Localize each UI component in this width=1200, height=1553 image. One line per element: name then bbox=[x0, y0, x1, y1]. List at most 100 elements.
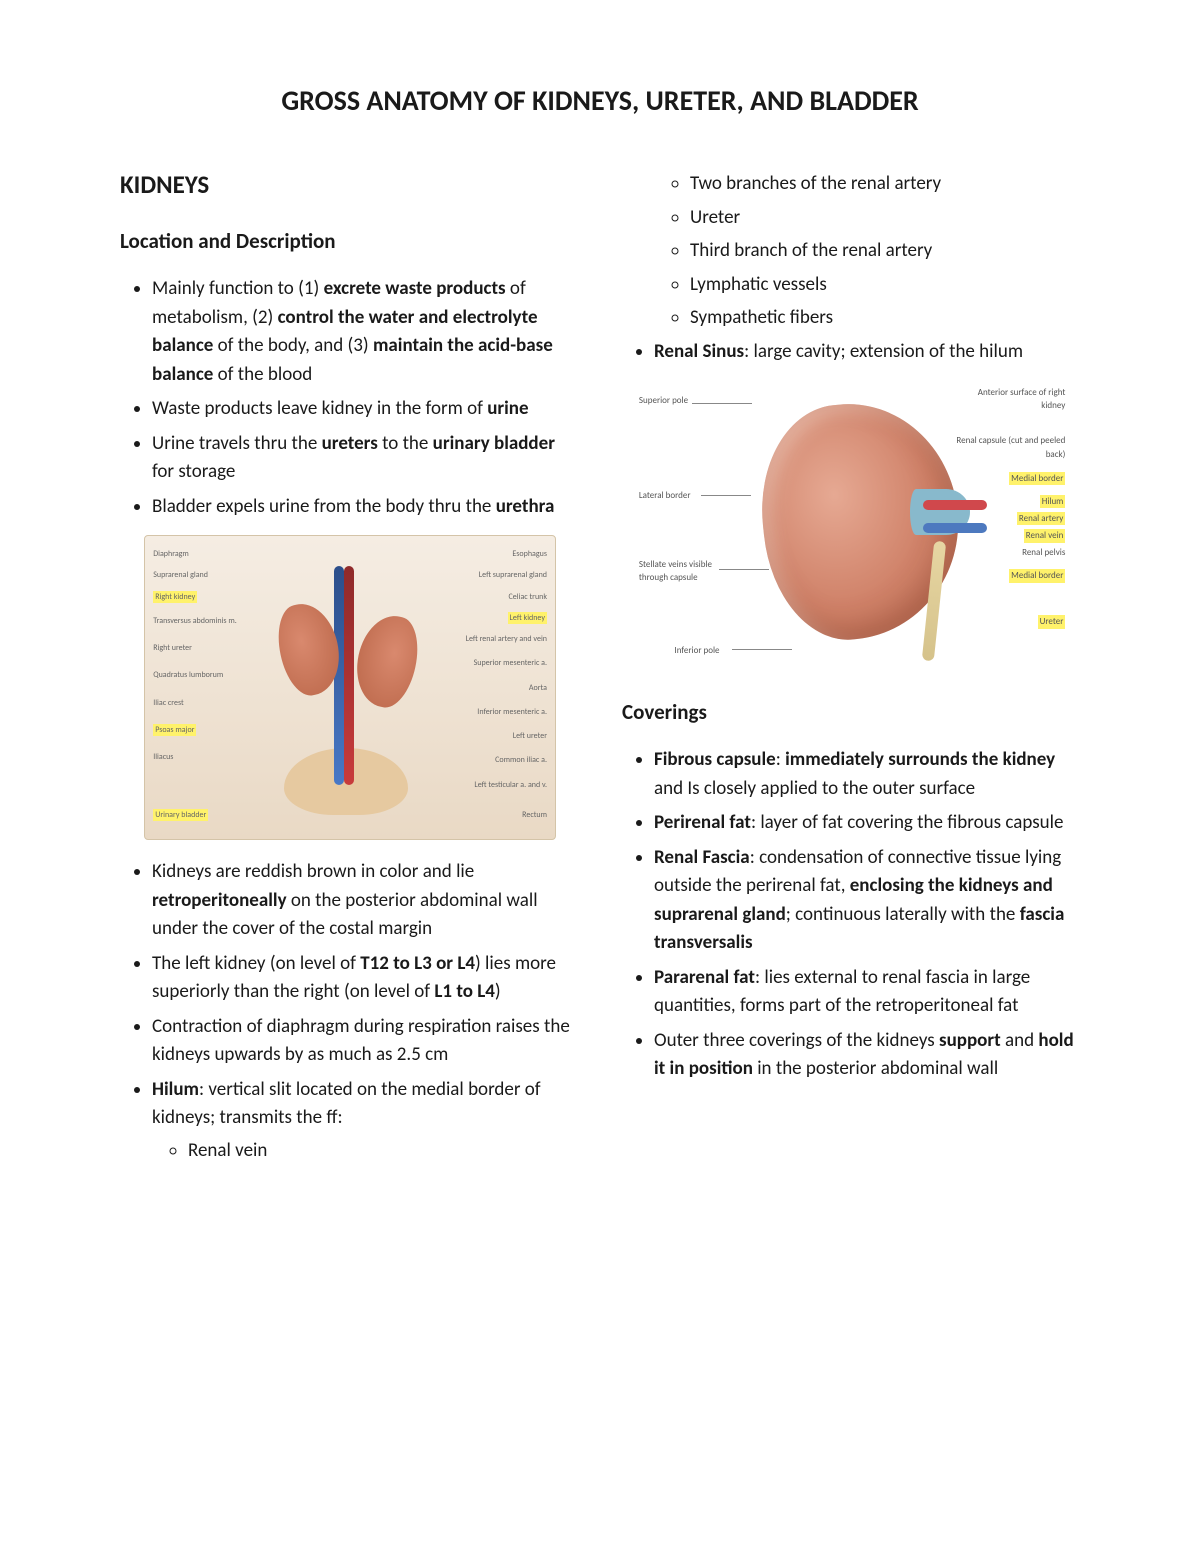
renal-vein-shape bbox=[923, 523, 987, 533]
fig-label-highlight: Ureter bbox=[1038, 615, 1066, 629]
fig-label: Superior pole bbox=[639, 394, 688, 408]
list-item: Lymphatic vessels bbox=[690, 271, 1080, 300]
bold: Perirenal fat bbox=[654, 811, 751, 834]
text: for storage bbox=[152, 460, 235, 483]
fig-label: Celiac trunk bbox=[509, 591, 547, 603]
fig-label: Quadratus lumborum bbox=[153, 669, 223, 681]
hilum-sublist-right: Two branches of the renal artery Ureter … bbox=[654, 170, 1080, 333]
text: to the bbox=[378, 432, 433, 455]
fig-label: Iliac crest bbox=[153, 697, 183, 709]
list-item: Renal Sinus: large cavity; extension of … bbox=[654, 338, 1080, 367]
fig-label: Left renal artery and vein bbox=[466, 633, 547, 645]
fig-label: Lateral border bbox=[639, 489, 691, 503]
list-item: Fibrous capsule: immediately surrounds t… bbox=[654, 746, 1080, 803]
fig-label: Left ureter bbox=[513, 730, 547, 742]
bold: Pararenal fat bbox=[654, 966, 755, 989]
bold: Fibrous capsule bbox=[654, 748, 776, 771]
list-item: Pararenal fat: lies external to renal fa… bbox=[654, 964, 1080, 1021]
text: : bbox=[776, 748, 785, 771]
fig-label: Renal capsule (cut and peeled back) bbox=[945, 434, 1065, 461]
text: Bladder expels urine from the body thru … bbox=[152, 495, 496, 518]
figure-kidney-anterior: Superior pole Anterior surface of right … bbox=[630, 380, 1074, 667]
location-list-bottom: Kidneys are reddish brown in color and l… bbox=[120, 858, 578, 1165]
text: of the blood bbox=[213, 363, 312, 386]
bold: Renal Sinus bbox=[654, 340, 744, 363]
list-item: Bladder expels urine from the body thru … bbox=[152, 493, 578, 522]
leader-line bbox=[692, 403, 752, 404]
bold: ureters bbox=[322, 432, 378, 455]
right-column: Two branches of the renal artery Ureter … bbox=[622, 166, 1080, 1179]
text: and bbox=[1001, 1029, 1039, 1052]
fig-label: Rectum bbox=[522, 809, 547, 821]
location-list-top: Mainly function to (1) excrete waste pro… bbox=[120, 275, 578, 521]
text: ; continuous laterally with the bbox=[786, 903, 1020, 926]
subheading-location: Location and Description bbox=[120, 226, 578, 258]
fig-label: Transversus abdominis m. bbox=[153, 615, 237, 627]
fig-label-highlight: Medial border bbox=[1009, 472, 1065, 486]
fig-label: Left suprarenal gland bbox=[479, 569, 547, 581]
left-column: KIDNEYS Location and Description Mainly … bbox=[120, 166, 578, 1179]
list-item: Urine travels thru the ureters to the ur… bbox=[152, 430, 578, 487]
fig-label: Anterior surface of right kidney bbox=[955, 386, 1065, 413]
bold: urinary bladder bbox=[433, 432, 555, 455]
fig-label: Renal pelvis bbox=[1022, 546, 1065, 560]
fig-label: Diaphragm bbox=[153, 548, 189, 560]
list-item: Contraction of diaphragm during respirat… bbox=[152, 1013, 578, 1070]
fig-label-highlight: Hilum bbox=[1040, 495, 1066, 509]
fig-label: Iliacus bbox=[153, 751, 173, 763]
text: of the body, and (3) bbox=[213, 334, 373, 357]
fig-label-highlight: Medial border bbox=[1009, 569, 1065, 583]
list-item: Ureter bbox=[690, 204, 1080, 233]
text: The left kidney (on level of bbox=[152, 952, 360, 975]
bold: urethra bbox=[496, 495, 555, 518]
list-item: Renal vein bbox=[188, 1137, 578, 1166]
text: : vertical slit located on the medial bo… bbox=[152, 1078, 541, 1130]
list-item: Mainly function to (1) excrete waste pro… bbox=[152, 275, 578, 389]
text: : large cavity; extension of the hilum bbox=[744, 340, 1023, 363]
coverings-list: Fibrous capsule: immediately surrounds t… bbox=[622, 746, 1080, 1084]
bold: immediately surrounds the kidney bbox=[785, 748, 1055, 771]
list-item: Renal Fascia: condensation of connective… bbox=[654, 844, 1080, 958]
fig-label: Inferior mesenteric a. bbox=[477, 706, 547, 718]
list-item: Perirenal fat: layer of fat covering the… bbox=[654, 809, 1080, 838]
aorta-shape bbox=[344, 566, 354, 784]
bold: retroperitoneally bbox=[152, 889, 287, 912]
list-item: Kidneys are reddish brown in color and l… bbox=[152, 858, 578, 944]
text: Mainly function to (1) bbox=[152, 277, 324, 300]
fig-label-highlight: Renal vein bbox=[1024, 529, 1066, 543]
bold: Renal Fascia bbox=[654, 846, 750, 869]
kidney-right-shape bbox=[349, 610, 425, 712]
fig-label-highlight: Psoas major bbox=[153, 724, 196, 736]
fig-label-highlight: Right kidney bbox=[153, 591, 197, 603]
page-title: GROSS ANATOMY OF KIDNEYS, URETER, AND BL… bbox=[120, 80, 1080, 122]
bold: support bbox=[939, 1029, 1001, 1052]
list-item: Waste products leave kidney in the form … bbox=[152, 395, 578, 424]
fig-label: Right ureter bbox=[153, 642, 192, 654]
hilum-sublist-left: Renal vein bbox=[152, 1137, 578, 1166]
text: Contraction of diaphragm during respirat… bbox=[152, 1015, 570, 1067]
fig-label-highlight: Left kidney bbox=[508, 612, 547, 624]
text: Kidneys are reddish brown in color and l… bbox=[152, 860, 474, 883]
section-heading-kidneys: KIDNEYS bbox=[120, 166, 578, 204]
list-item: The left kidney (on level of T12 to L3 o… bbox=[152, 950, 578, 1007]
fig-label: Stellate veins visible through capsule bbox=[639, 558, 739, 585]
renal-sinus-list: Renal Sinus: large cavity; extension of … bbox=[622, 338, 1080, 367]
text: : layer of fat covering the fibrous caps… bbox=[751, 811, 1064, 834]
leader-line bbox=[719, 569, 769, 570]
bold: T12 to L3 or L4 bbox=[360, 952, 475, 975]
text: Outer three coverings of the kidneys bbox=[654, 1029, 939, 1052]
fig-label: Inferior pole bbox=[674, 644, 719, 658]
figure-retroperitoneal-anatomy: Diaphragm Suprarenal gland Right kidney … bbox=[144, 535, 556, 840]
list-item: Third branch of the renal artery bbox=[690, 237, 1080, 266]
two-column-layout: KIDNEYS Location and Description Mainly … bbox=[120, 166, 1080, 1179]
fig-label: Superior mesenteric a. bbox=[474, 657, 547, 669]
list-item: Two branches of the renal artery bbox=[690, 170, 1080, 199]
fig-label: Suprarenal gland bbox=[153, 569, 208, 581]
list-item: Outer three coverings of the kidneys sup… bbox=[654, 1027, 1080, 1084]
text: Waste products leave kidney in the form … bbox=[152, 397, 487, 420]
bold: Hilum bbox=[152, 1078, 199, 1101]
bold: L1 to L4 bbox=[434, 980, 495, 1003]
fig-label: Left testicular a. and v. bbox=[474, 779, 547, 791]
fig-label: Esophagus bbox=[512, 548, 547, 560]
list-item: Hilum: vertical slit located on the medi… bbox=[152, 1076, 578, 1166]
